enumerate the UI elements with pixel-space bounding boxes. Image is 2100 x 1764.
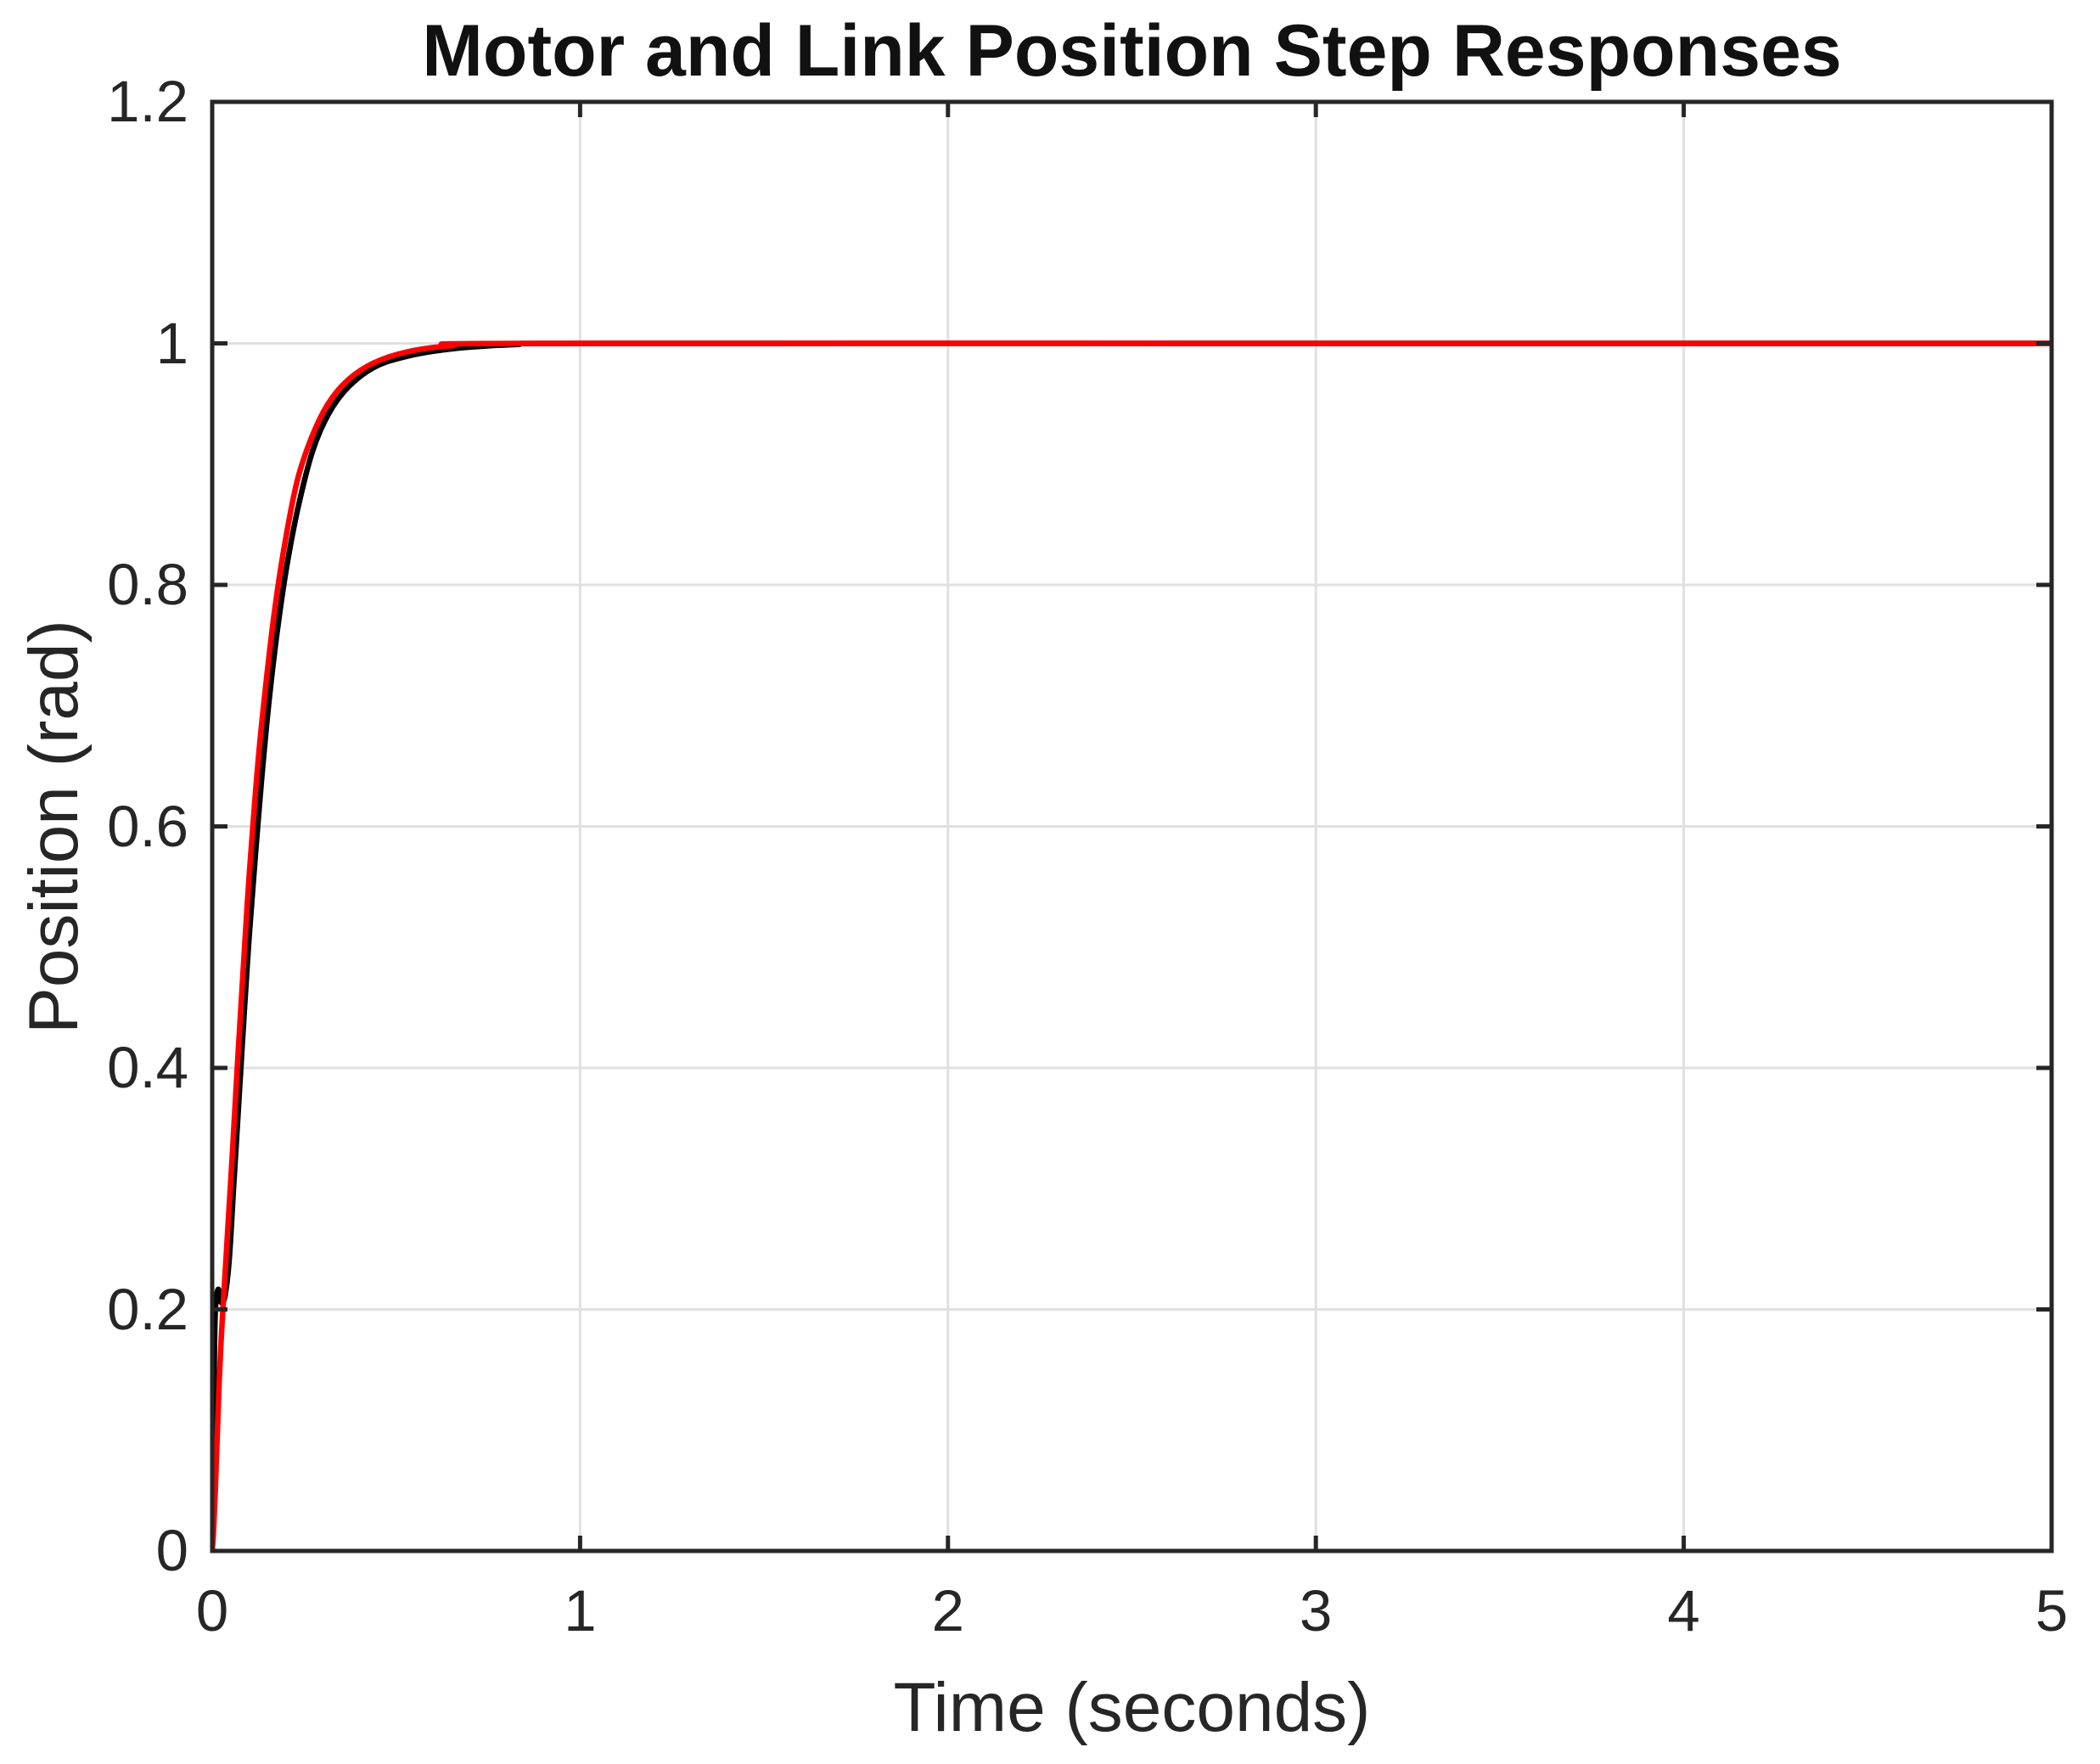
y-tick-label: 0.6: [107, 793, 188, 859]
y-tick-label: 1.2: [107, 69, 188, 134]
x-tick-label: 4: [1667, 1578, 1700, 1643]
y-tick-label: 1: [155, 310, 188, 376]
grid-lines: [212, 102, 2052, 1551]
series-line-link: [212, 340, 2052, 1551]
x-tick-label: 0: [195, 1578, 229, 1643]
tick-marks: [210, 99, 2054, 1553]
y-tick-label: 0: [155, 1518, 188, 1583]
x-tick-label: 3: [1300, 1578, 1333, 1643]
x-axis-label: Time (seconds): [893, 1669, 1371, 1746]
y-tick-label: 0.2: [107, 1276, 188, 1342]
chart-title: Motor and Link Position Step Responses: [422, 10, 1842, 92]
x-tick-label: 5: [2035, 1578, 2069, 1643]
x-tick-label: 2: [931, 1578, 964, 1643]
y-tick-label: 0.8: [107, 552, 188, 617]
data-series: [212, 340, 2052, 1551]
y-tick-label: 0.4: [107, 1035, 188, 1100]
series-line-motor: [212, 340, 2052, 1551]
x-tick-label: 1: [564, 1578, 597, 1643]
